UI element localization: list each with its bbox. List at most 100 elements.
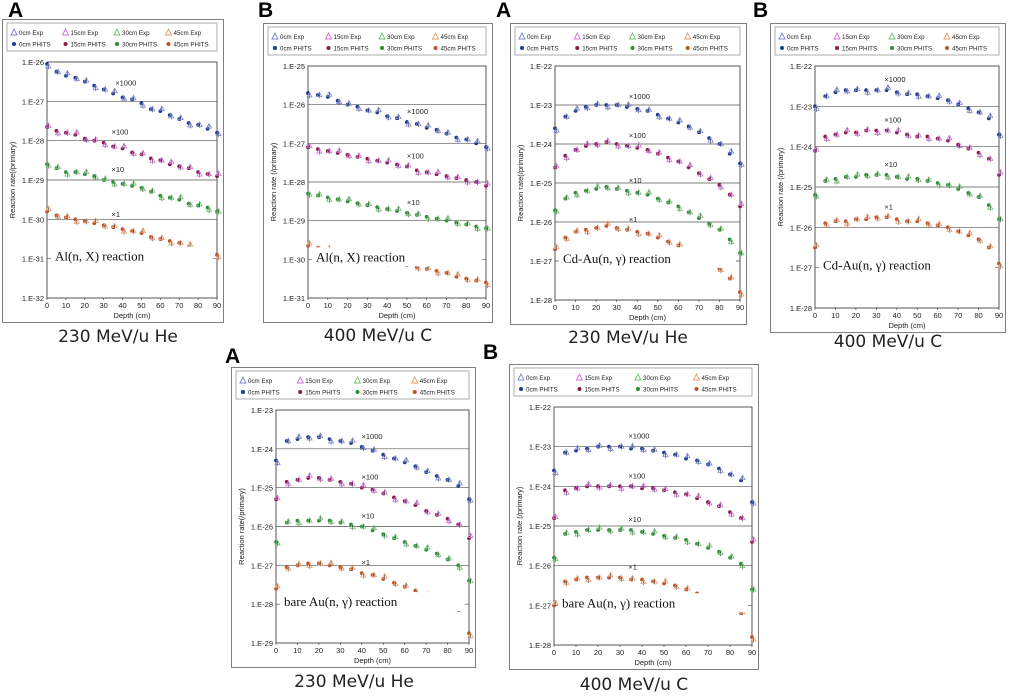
data-point-exp — [594, 224, 601, 230]
legend-phits-marker — [12, 42, 16, 46]
data-point-exp — [925, 176, 933, 182]
y-tick-label: 1.E-31 — [22, 255, 44, 264]
data-point-phits — [666, 200, 670, 205]
data-point-exp — [424, 215, 432, 222]
data-point-exp — [130, 227, 137, 234]
legend-phits-label: 15cm PHITS — [842, 46, 877, 53]
legend-exp-marker — [517, 372, 525, 381]
data-point-exp — [574, 484, 581, 491]
data-point-exp — [695, 540, 702, 546]
data-point-exp — [64, 170, 71, 177]
energy-caption: 230 MeV/u He — [568, 328, 688, 348]
data-point-exp — [306, 239, 313, 246]
data-point-exp — [454, 220, 462, 226]
y-axis-label: Reaction rate(/primary) — [237, 488, 246, 565]
data-point-exp — [854, 215, 861, 222]
data-point-exp — [317, 514, 324, 521]
data-point-exp — [445, 554, 453, 561]
data-point-exp — [563, 579, 570, 585]
legend-exp-label: 45cm Exp — [702, 375, 730, 382]
data-point-phits — [563, 532, 567, 536]
data-point-exp — [823, 176, 830, 182]
data-point-exp — [355, 200, 363, 207]
data-point-exp — [402, 456, 410, 463]
legend-exp-marker — [692, 372, 701, 381]
data-point-exp — [196, 200, 203, 207]
legend-exp-label: 15cm Exp — [582, 34, 610, 41]
data-point-phits — [404, 164, 409, 169]
legend-exp-marker — [431, 31, 440, 40]
reaction-box — [51, 246, 213, 266]
data-point-exp — [327, 518, 335, 524]
data-point-phits — [355, 154, 360, 159]
data-point-exp — [584, 104, 591, 111]
data-point-exp — [956, 142, 963, 148]
reaction-label: Cd-Au(n, γ) reaction — [823, 258, 931, 273]
data-point-exp — [563, 193, 570, 200]
legend-phits-marker — [945, 46, 949, 50]
data-point-exp — [574, 444, 581, 451]
data-point-exp — [360, 481, 367, 488]
data-point-exp — [895, 89, 902, 96]
data-point-exp — [833, 216, 841, 223]
x-tick-label: 80 — [726, 648, 734, 657]
chart-svg: 0cm Exp 15cm Exp 30cm Exp 45cm Exp 0cm PHITS… — [514, 26, 745, 322]
data-point-exp — [976, 108, 984, 115]
data-point-exp — [327, 437, 335, 444]
data-point-exp — [738, 290, 745, 297]
legend-exp-marker — [113, 27, 121, 36]
y-tick-label: 1.E-27 — [529, 601, 551, 610]
panel-letter: B — [483, 341, 499, 364]
data-point-exp — [563, 529, 570, 535]
data-point-exp — [651, 445, 658, 452]
x-tick-label: 0 — [45, 301, 49, 310]
data-point-exp — [435, 474, 442, 481]
y-tick-label: 1.E-28 — [529, 641, 551, 650]
data-point-exp — [895, 173, 902, 179]
data-point-exp — [833, 86, 841, 92]
panel-letter: B — [753, 0, 769, 22]
data-point-phits — [45, 125, 49, 129]
data-point-exp — [168, 194, 175, 200]
reaction-box — [280, 592, 465, 612]
data-point-phits — [629, 577, 633, 582]
y-tick-label: 1.E-25 — [530, 179, 552, 188]
x-axis-label: Depth (cm) — [378, 311, 416, 320]
data-point-exp — [92, 135, 99, 142]
data-point-exp — [392, 496, 399, 502]
data-point-exp — [415, 169, 422, 175]
x-tick-label: 60 — [400, 646, 408, 655]
data-point-exp — [673, 583, 680, 589]
data-point-exp — [484, 179, 491, 186]
data-point-exp — [629, 528, 636, 535]
data-point-exp — [884, 212, 892, 219]
chart-svg: 0cm Exp 15cm Exp 30cm Exp 45cm Exp 0cm PHITS… — [235, 370, 474, 665]
y-tick-label: 1.E-24 — [251, 445, 273, 454]
reaction-label: Cd-Au(n, γ) reaction — [563, 251, 671, 266]
data-point-exp — [697, 127, 704, 134]
legend-phits-marker — [575, 46, 580, 50]
data-point-exp — [607, 481, 614, 488]
data-point-exp — [101, 175, 109, 181]
multiplier-label: ×1000 — [407, 107, 428, 116]
data-point-phits — [424, 470, 429, 475]
data-point-exp — [375, 157, 382, 163]
data-point-exp — [454, 270, 462, 277]
data-point-exp — [864, 89, 871, 95]
data-point-exp — [676, 240, 684, 247]
data-point-exp — [854, 170, 861, 177]
data-point-exp — [738, 200, 745, 207]
data-point-exp — [381, 453, 388, 459]
x-tick-label: 70 — [442, 301, 450, 310]
y-tick-label: 1.E-29 — [283, 217, 305, 226]
data-point-exp — [405, 161, 412, 168]
legend-phits-label: 30cm PHITS — [638, 46, 673, 53]
data-point-phits — [139, 152, 144, 157]
data-point-exp — [651, 485, 658, 492]
legend-phits-marker — [577, 387, 582, 391]
legend-phits-label: 0cm PHITS — [19, 42, 51, 49]
data-point-exp — [381, 531, 388, 538]
x-tick-label: 90 — [736, 303, 744, 312]
data-point-exp — [596, 441, 603, 448]
data-point-exp — [306, 562, 313, 568]
